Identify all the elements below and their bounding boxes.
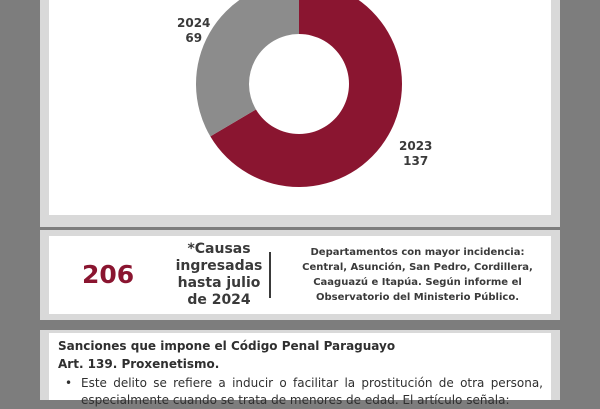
- donut-chart: [196, 0, 402, 187]
- cases-note-line: de 2024: [187, 292, 251, 308]
- slice-value-2024: 69: [185, 31, 203, 45]
- cases-note-line: hasta julio: [177, 275, 261, 291]
- sanctions-title: Sanciones que impone el Código Penal Par…: [58, 339, 396, 353]
- article-heading: Art. 139. Proxenetismo.: [58, 357, 220, 371]
- departments-line: Departamentos con mayor incidencia:: [310, 247, 525, 258]
- donut-slice-2023: [210, 0, 402, 187]
- departments-text: Departamentos con mayor incidencia: Cent…: [295, 245, 540, 305]
- vertical-divider: [269, 252, 271, 298]
- sanctions-panel: Sanciones que impone el Código Penal Par…: [40, 330, 560, 407]
- stats-panel: 206 *Causas ingresadas hasta julio de 20…: [40, 230, 560, 320]
- departments-line: Caaguazú e Itapúa. Según informe el: [313, 277, 522, 288]
- chart-panel: 2024 69 2023 137: [40, 0, 560, 227]
- sanctions-bullet-text: Este delito se refiere a inducir o facil…: [81, 376, 543, 407]
- slice-value-2023: 137: [403, 154, 429, 168]
- slice-year-2023: 2023: [399, 139, 433, 153]
- cases-note-line: *Causas: [187, 241, 251, 257]
- slice-label-2024: 2024 69: [177, 16, 210, 46]
- cases-note-line: ingresadas: [175, 258, 263, 274]
- departments-line: Observatorio del Ministerio Público.: [315, 292, 519, 303]
- stats-card: 206 *Causas ingresadas hasta julio de 20…: [49, 236, 551, 314]
- donut-slice-2024: [196, 0, 299, 137]
- bullet-dot-icon: •: [65, 376, 73, 390]
- chart-card: 2024 69 2023 137: [49, 0, 551, 215]
- sanctions-card: Sanciones que impone el Código Penal Par…: [49, 333, 551, 407]
- slice-label-2023: 2023 137: [399, 139, 432, 169]
- cases-note: *Causas ingresadas hasta julio de 2024: [155, 241, 283, 309]
- total-cases-number: 206: [82, 260, 135, 289]
- sanctions-bullet: • Este delito se refiere a inducir o fac…: [65, 375, 543, 409]
- departments-line: Central, Asunción, San Pedro, Cordillera…: [302, 262, 533, 273]
- slice-year-2024: 2024: [177, 16, 211, 30]
